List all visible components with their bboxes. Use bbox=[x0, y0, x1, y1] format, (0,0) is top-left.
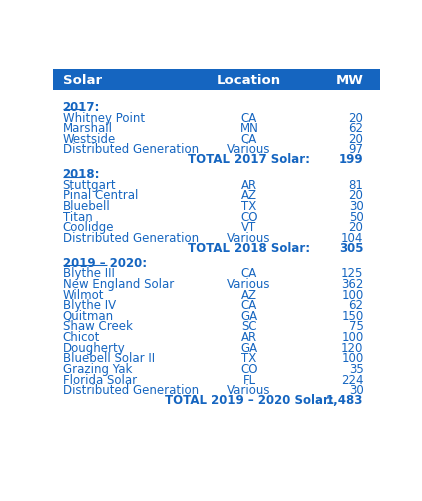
Text: 1,483: 1,483 bbox=[326, 393, 363, 406]
Text: 20: 20 bbox=[349, 111, 363, 124]
Text: 305: 305 bbox=[339, 241, 363, 255]
Text: TOTAL 2018 Solar:: TOTAL 2018 Solar: bbox=[188, 241, 310, 255]
Text: 30: 30 bbox=[349, 199, 363, 212]
Text: 97: 97 bbox=[349, 143, 363, 156]
Text: CO: CO bbox=[240, 362, 258, 375]
Text: GA: GA bbox=[241, 341, 257, 354]
Text: New England Solar: New England Solar bbox=[62, 278, 174, 291]
Text: Various: Various bbox=[227, 278, 271, 291]
Text: Titan: Titan bbox=[62, 210, 92, 223]
Text: Distributed Generation: Distributed Generation bbox=[62, 143, 199, 156]
Text: 62: 62 bbox=[349, 122, 363, 135]
Text: Chicot: Chicot bbox=[62, 331, 100, 343]
Text: 30: 30 bbox=[349, 383, 363, 396]
Text: Various: Various bbox=[227, 383, 271, 396]
Text: 120: 120 bbox=[341, 341, 363, 354]
Text: Quitman: Quitman bbox=[62, 309, 114, 322]
Text: Solar: Solar bbox=[62, 74, 102, 87]
Text: TOTAL 2017 Solar:: TOTAL 2017 Solar: bbox=[188, 153, 310, 166]
Text: Grazing Yak: Grazing Yak bbox=[62, 362, 132, 375]
Text: AR: AR bbox=[241, 178, 257, 191]
Text: CA: CA bbox=[241, 111, 257, 124]
Text: Location: Location bbox=[217, 74, 281, 87]
Text: Blythe III: Blythe III bbox=[62, 267, 114, 280]
Text: TX: TX bbox=[241, 199, 257, 212]
Text: 104: 104 bbox=[341, 231, 363, 244]
Text: 2017:: 2017: bbox=[62, 101, 100, 114]
Text: Pinal Central: Pinal Central bbox=[62, 189, 138, 202]
Text: 2018:: 2018: bbox=[62, 168, 100, 181]
Text: CA: CA bbox=[241, 267, 257, 280]
Text: CA: CA bbox=[241, 299, 257, 312]
Text: 50: 50 bbox=[349, 210, 363, 223]
Text: AZ: AZ bbox=[241, 288, 257, 301]
Text: Dougherty: Dougherty bbox=[62, 341, 125, 354]
Text: Distributed Generation: Distributed Generation bbox=[62, 383, 199, 396]
Text: 81: 81 bbox=[349, 178, 363, 191]
Bar bbox=[53, 70, 380, 91]
Text: CA: CA bbox=[241, 133, 257, 145]
Text: TOTAL 2019 – 2020 Solar:: TOTAL 2019 – 2020 Solar: bbox=[165, 393, 333, 406]
Text: Blythe IV: Blythe IV bbox=[62, 299, 116, 312]
Text: 100: 100 bbox=[341, 331, 363, 343]
Text: MW: MW bbox=[335, 74, 363, 87]
Text: Florida Solar: Florida Solar bbox=[62, 373, 137, 386]
Text: 75: 75 bbox=[349, 320, 363, 333]
Text: 20: 20 bbox=[349, 133, 363, 145]
Text: Distributed Generation: Distributed Generation bbox=[62, 231, 199, 244]
Text: Bluebell: Bluebell bbox=[62, 199, 110, 212]
Text: GA: GA bbox=[241, 309, 257, 322]
Text: CO: CO bbox=[240, 210, 258, 223]
Text: Marshall: Marshall bbox=[62, 122, 113, 135]
Text: Whitney Point: Whitney Point bbox=[62, 111, 145, 124]
Text: 35: 35 bbox=[349, 362, 363, 375]
Text: SC: SC bbox=[241, 320, 257, 333]
Text: Various: Various bbox=[227, 231, 271, 244]
Text: Various: Various bbox=[227, 143, 271, 156]
Text: FL: FL bbox=[242, 373, 256, 386]
Text: MN: MN bbox=[240, 122, 258, 135]
Text: 199: 199 bbox=[339, 153, 363, 166]
Text: Shaw Creek: Shaw Creek bbox=[62, 320, 133, 333]
Text: VT: VT bbox=[241, 221, 257, 234]
Text: 100: 100 bbox=[341, 288, 363, 301]
Text: 224: 224 bbox=[341, 373, 363, 386]
Text: AR: AR bbox=[241, 331, 257, 343]
Text: Westside: Westside bbox=[62, 133, 116, 145]
Text: 100: 100 bbox=[341, 352, 363, 365]
Text: Stuttgart: Stuttgart bbox=[62, 178, 116, 191]
Text: 2019 – 2020:: 2019 – 2020: bbox=[62, 256, 147, 269]
Text: Coolidge: Coolidge bbox=[62, 221, 114, 234]
Text: AZ: AZ bbox=[241, 189, 257, 202]
Text: 20: 20 bbox=[349, 189, 363, 202]
Text: 362: 362 bbox=[341, 278, 363, 291]
Text: 20: 20 bbox=[349, 221, 363, 234]
Text: 150: 150 bbox=[341, 309, 363, 322]
Text: 62: 62 bbox=[349, 299, 363, 312]
Text: Bluebell Solar II: Bluebell Solar II bbox=[62, 352, 155, 365]
Text: Wilmot: Wilmot bbox=[62, 288, 104, 301]
Text: TX: TX bbox=[241, 352, 257, 365]
Text: 125: 125 bbox=[341, 267, 363, 280]
